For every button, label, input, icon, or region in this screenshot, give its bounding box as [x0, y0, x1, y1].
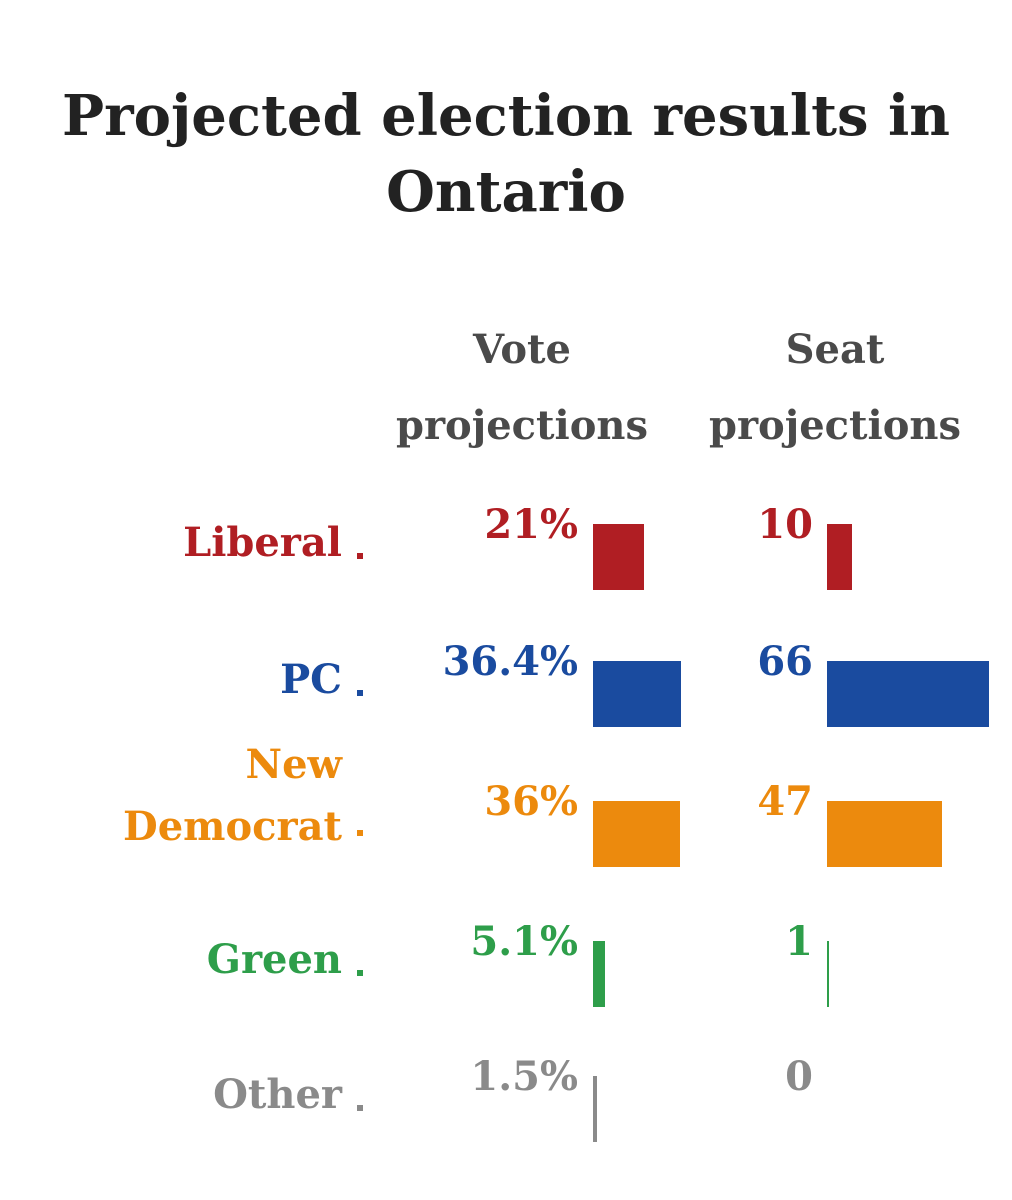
vote-projections-header: Vote projections [396, 326, 648, 449]
vote-value-new-democrat: 36% [484, 778, 578, 825]
party-label-new-democrat: New Democrat [123, 741, 342, 850]
legend-swatch-pc [357, 690, 363, 696]
seat-bar-liberal [827, 524, 852, 590]
vote-bar-green [593, 941, 605, 1007]
vote-bar-pc [593, 661, 681, 727]
seat-value-liberal: 10 [757, 501, 813, 548]
vote-bar-liberal [593, 524, 644, 590]
vote-value-other: 1.5% [470, 1053, 578, 1100]
seat-bar-new-democrat [827, 801, 942, 867]
legend-swatch-liberal [357, 553, 363, 559]
vote-bar-new-democrat [593, 801, 680, 867]
party-label-liberal: Liberal [183, 519, 342, 566]
party-label-other: Other [213, 1071, 342, 1118]
legend-swatch-other [357, 1105, 363, 1111]
seat-value-other: 0 [785, 1053, 813, 1100]
seat-bar-green [827, 941, 829, 1007]
vote-value-pc: 36.4% [442, 638, 578, 685]
vote-value-liberal: 21% [484, 501, 578, 548]
seat-value-new-democrat: 47 [757, 778, 813, 825]
seat-value-pc: 66 [757, 638, 813, 685]
seat-value-green: 1 [785, 918, 813, 965]
party-label-pc: PC [280, 656, 342, 703]
chart-title: Projected election results in Ontario [62, 83, 950, 225]
legend-swatch-green [357, 970, 363, 976]
seat-projections-header: Seat projections [709, 326, 961, 449]
seat-bar-pc [827, 661, 989, 727]
vote-bar-other [593, 1076, 597, 1142]
legend-swatch-new-democrat [357, 830, 363, 836]
party-label-green: Green [206, 936, 342, 983]
vote-value-green: 5.1% [470, 918, 578, 965]
